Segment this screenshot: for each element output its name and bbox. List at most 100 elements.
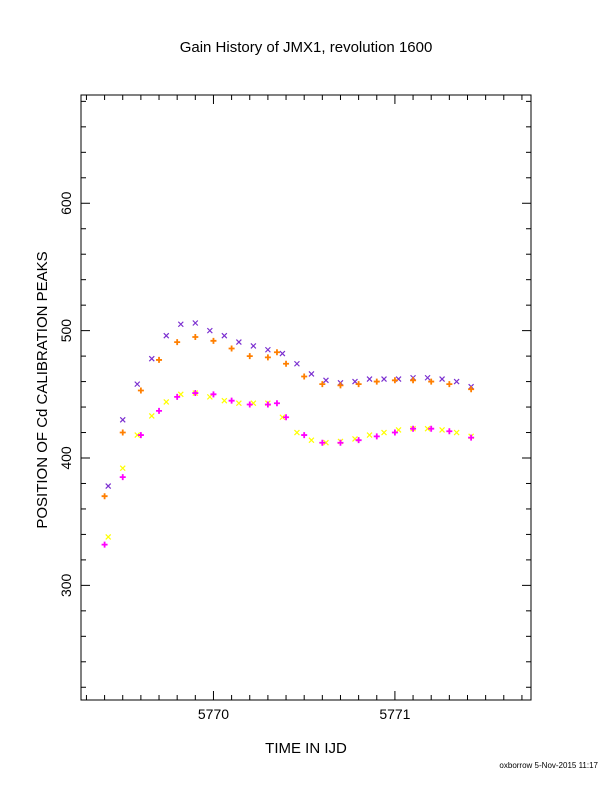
data-point [323, 377, 329, 384]
data-point [177, 321, 184, 328]
data-point [428, 378, 435, 385]
data-point [148, 355, 155, 362]
data-point [134, 432, 141, 438]
data-point [156, 356, 163, 363]
data-point [105, 534, 112, 540]
data-point [192, 390, 199, 397]
data-point [337, 382, 344, 389]
series-1 [105, 390, 475, 540]
data-point [137, 387, 144, 394]
data-point [301, 373, 308, 380]
data-point [319, 381, 326, 388]
data-point [273, 349, 280, 356]
data-point [283, 414, 290, 421]
data-point [192, 320, 199, 326]
data-point [134, 381, 141, 388]
data-point [264, 354, 271, 361]
data-point [468, 434, 475, 441]
data-point [294, 360, 300, 367]
series-3 [101, 390, 475, 548]
data-point [468, 386, 475, 393]
x-tick-label: 5770 [198, 706, 229, 722]
chart-title: Gain History of JMX1, revolution 1600 [180, 39, 433, 56]
data-point [366, 432, 373, 438]
data-point [355, 381, 362, 388]
y-tick-label: 500 [58, 319, 74, 343]
data-point [210, 391, 217, 398]
data-point [337, 439, 344, 446]
data-point [373, 378, 380, 385]
data-point [391, 377, 398, 384]
data-point [410, 377, 417, 384]
data-point [174, 393, 181, 400]
data-point [283, 360, 290, 367]
data-point [105, 483, 112, 489]
data-point [163, 332, 170, 339]
data-marks [101, 320, 475, 548]
data-point [250, 342, 257, 349]
data-point [246, 353, 253, 360]
y-tick-label: 400 [58, 446, 74, 470]
data-point [119, 429, 126, 436]
data-point [119, 416, 126, 423]
x-axis-label: TIME IN IJD [265, 740, 347, 757]
data-point [294, 429, 300, 436]
x-tick-label: 5771 [379, 706, 410, 722]
data-point [446, 381, 453, 388]
data-point [301, 432, 308, 439]
data-point [279, 414, 286, 421]
data-point [279, 350, 286, 357]
data-point [192, 334, 199, 340]
data-point [428, 425, 435, 432]
data-point [273, 400, 280, 407]
data-point [246, 401, 253, 408]
y-axis-label: POSITION OF Cd CALIBRATION PEAKS [34, 251, 51, 528]
data-point [381, 429, 387, 436]
data-point [174, 339, 181, 346]
y-tick-label: 300 [58, 573, 74, 597]
data-point [264, 401, 271, 408]
data-point [119, 465, 126, 472]
data-point [439, 427, 446, 433]
data-point [119, 474, 126, 481]
data-point [206, 327, 213, 334]
data-point [439, 376, 446, 382]
axis-ticks [81, 95, 531, 700]
footer-credit: oxborrow 5-Nov-2015 11:17 [499, 761, 598, 770]
data-point [355, 437, 362, 444]
data-point [210, 337, 217, 344]
data-point [319, 439, 326, 446]
data-point [228, 345, 235, 352]
data-point [264, 346, 271, 353]
data-point [424, 374, 431, 381]
data-point [228, 397, 235, 404]
data-point [156, 407, 163, 414]
data-point [235, 400, 242, 407]
series-0 [105, 320, 475, 489]
data-point [101, 493, 108, 500]
data-point [163, 399, 170, 405]
data-point [235, 339, 242, 346]
data-point [453, 429, 460, 436]
data-point [391, 429, 398, 436]
data-point [373, 433, 380, 440]
data-point [381, 376, 387, 382]
data-point [453, 378, 460, 385]
data-point [148, 413, 155, 419]
data-point [137, 432, 144, 439]
tick-labels: 5770 5771 300 400 500 600 [58, 191, 411, 722]
data-point [101, 541, 108, 548]
data-point [308, 371, 315, 377]
data-point [366, 376, 373, 382]
series-2 [101, 334, 475, 500]
data-point [446, 428, 453, 435]
data-point [323, 439, 329, 446]
y-tick-label: 600 [58, 191, 74, 215]
data-point [424, 425, 431, 432]
data-point [221, 332, 228, 339]
data-point [221, 397, 228, 404]
data-point [308, 437, 315, 444]
plot-frame [80, 94, 532, 701]
data-point [410, 425, 417, 432]
